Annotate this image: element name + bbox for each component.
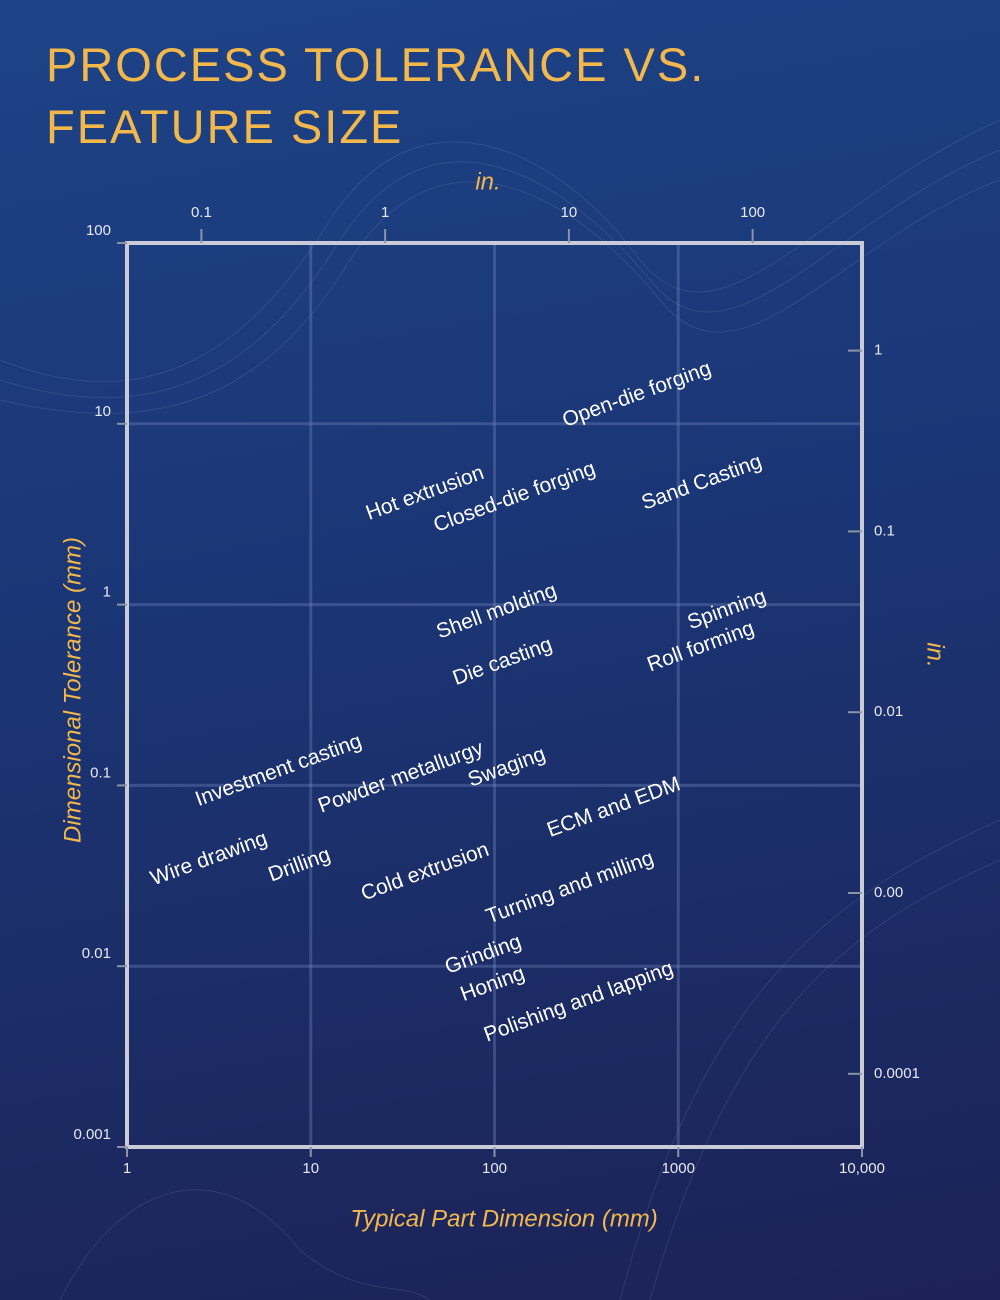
- x-tick-label: 1000: [662, 1160, 695, 1177]
- y2-tick-label: 0.0001: [874, 1065, 920, 1082]
- x-axis-title: Typical Part Dimension (mm): [350, 1205, 658, 1232]
- y2-tick-label: 0.01: [874, 703, 903, 720]
- x2-tick-label: 100: [740, 204, 765, 221]
- wave: [619, 819, 1000, 1300]
- wave: [0, 119, 1000, 383]
- y-tick-label: 1: [103, 584, 111, 601]
- wave: [0, 149, 1000, 399]
- y2-tick-label: 0.1: [874, 522, 895, 539]
- wave: [59, 1189, 431, 1300]
- wave: [0, 179, 1000, 414]
- y-tick-label: 0.001: [73, 1126, 111, 1143]
- process-label: Sand Casting: [638, 450, 764, 515]
- x-tick-label: 100: [482, 1160, 507, 1177]
- x2-tick-label: 1: [381, 204, 389, 221]
- process-label: Open-die forging: [559, 357, 714, 432]
- process-label: Cold extrusion: [358, 838, 492, 906]
- process-label: Turning and milling: [483, 846, 657, 928]
- process-label: Die casting: [450, 633, 555, 690]
- x2-axis-title: in.: [475, 168, 500, 195]
- process-label: Wire drawing: [147, 827, 270, 891]
- y-tick-label: 10: [94, 403, 111, 420]
- process-label: Drilling: [265, 843, 333, 887]
- chart-title: PROCESS TOLERANCE VS. FEATURE SIZE: [46, 38, 706, 153]
- x-tick-label: 10,000: [839, 1160, 885, 1177]
- x-tick-label: 10: [302, 1160, 319, 1177]
- y-tick-label: 0.01: [82, 945, 111, 962]
- x2-tick-label: 0.1: [191, 204, 212, 221]
- x-tick-label: 1: [123, 1160, 131, 1177]
- y2-axis-title: in.: [922, 642, 949, 667]
- x2-tick-label: 10: [561, 204, 578, 221]
- y-tick-label: 100: [86, 222, 111, 239]
- y2-tick-label: 1: [874, 342, 882, 359]
- y-axis-title: Dimensional Tolerance (mm): [59, 537, 86, 843]
- process-label: Shell molding: [433, 579, 559, 644]
- y-tick-label: 0.1: [90, 764, 111, 781]
- y2-tick-label: 0.00: [874, 884, 903, 901]
- wave: [649, 859, 1000, 1300]
- process-label: ECM and EDM: [544, 772, 683, 842]
- background-waves: [0, 119, 1000, 1300]
